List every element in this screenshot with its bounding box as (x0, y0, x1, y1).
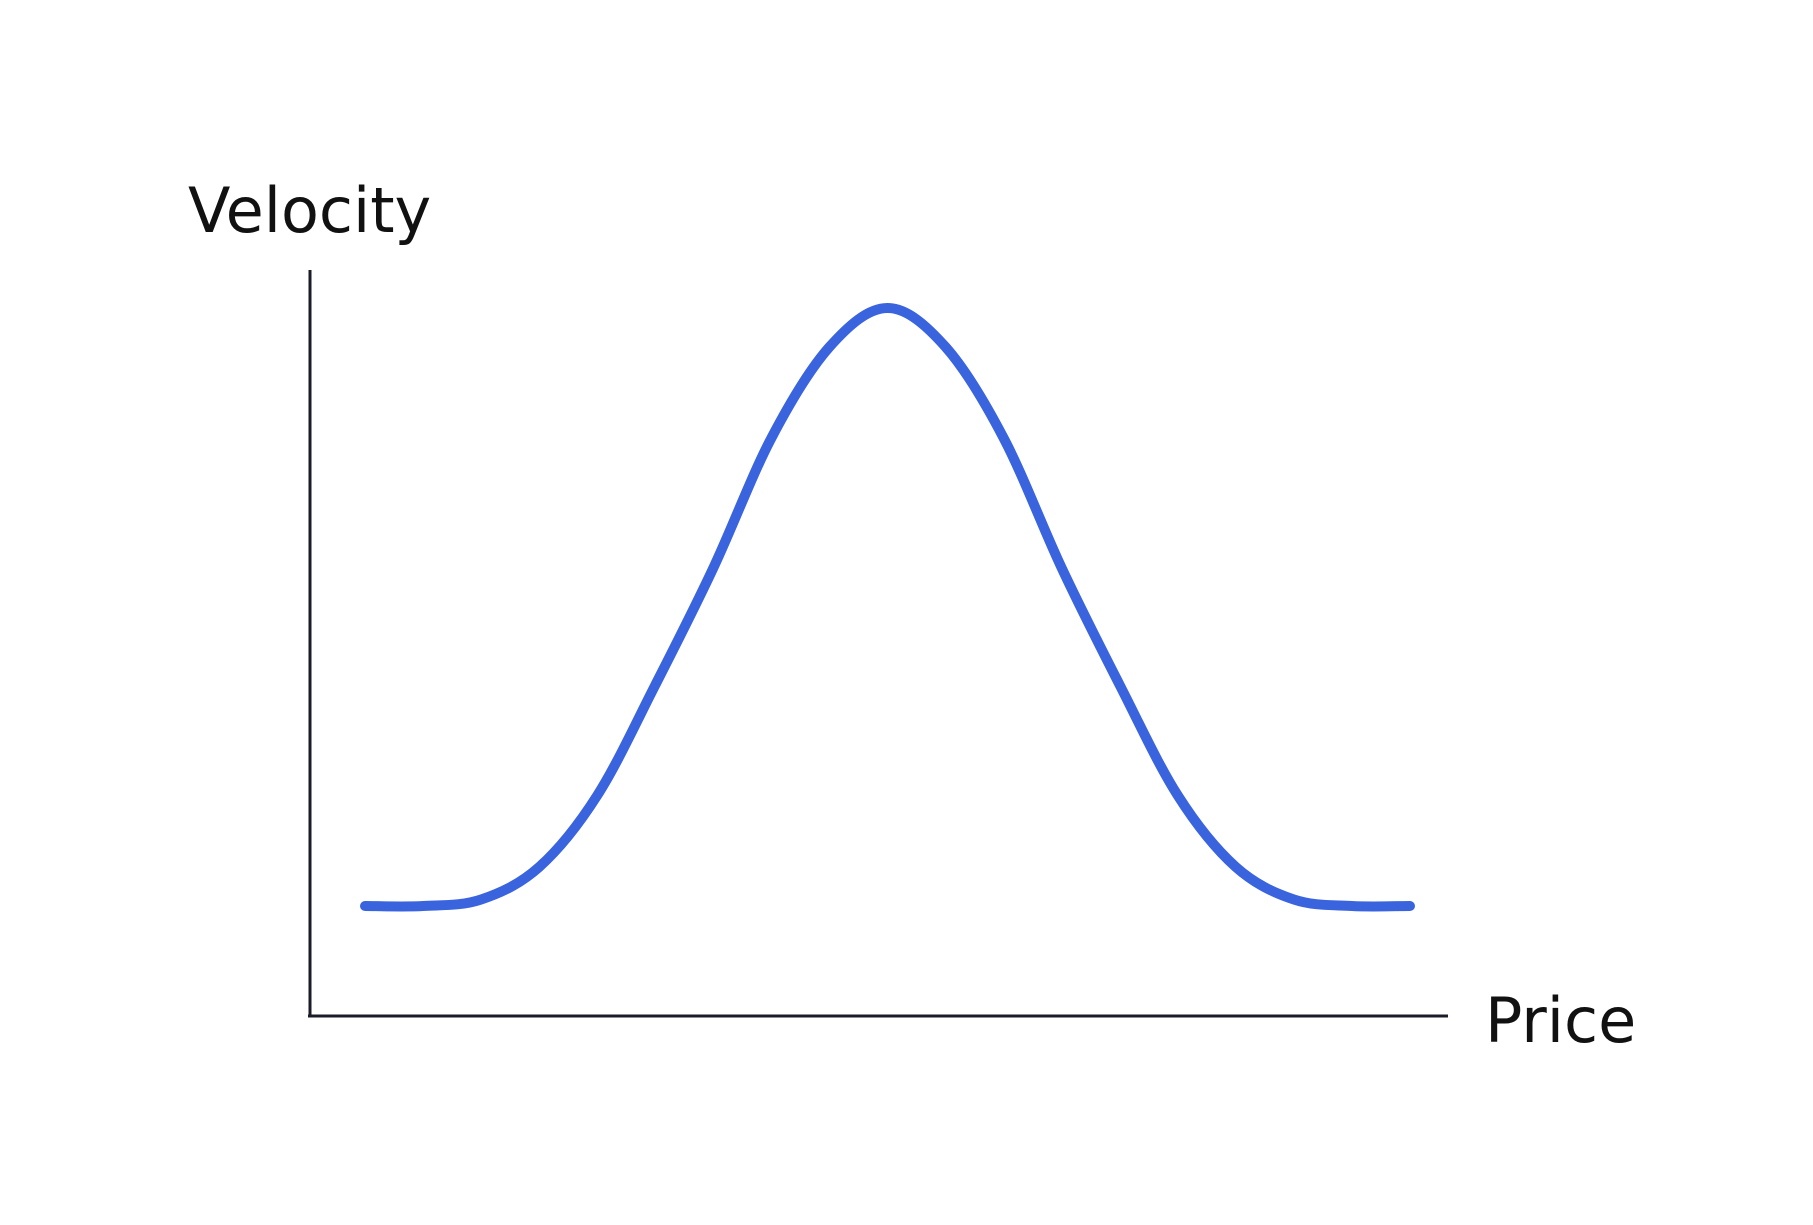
x-axis-title: Price (1485, 984, 1636, 1057)
series-line (360, 303, 1415, 912)
y-axis-title: Velocity (188, 174, 431, 247)
